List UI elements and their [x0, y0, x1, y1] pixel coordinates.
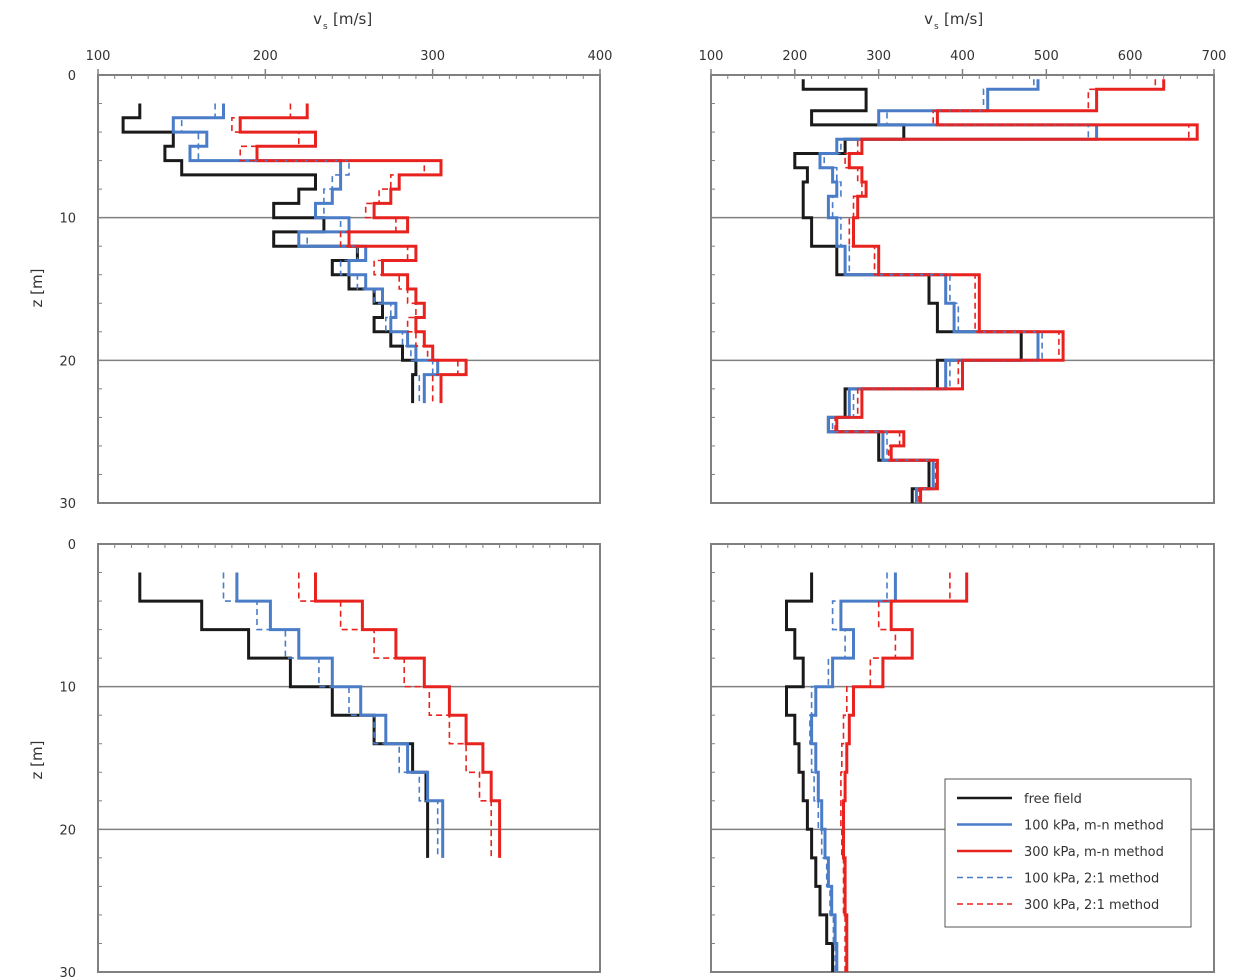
series-line-300-kpa-2-1-method: [298, 572, 492, 858]
x-tick-label: 200: [253, 49, 278, 64]
legend-box: [944, 778, 1192, 928]
series-line-300-kpa-m-n-method: [835, 79, 1199, 503]
x-tick-label: 600: [1118, 49, 1143, 64]
y-tick-label: 0: [68, 538, 76, 553]
series-line-100-kpa-m-n-method: [171, 103, 440, 404]
svg-text:v: v: [313, 10, 322, 28]
series-line-300-kpa-m-n-method: [238, 103, 468, 404]
series-line-free-field: [785, 572, 835, 972]
legend-label: 300 kPa, 2:1 method: [1024, 898, 1159, 913]
series-line-100-kpa-2-1-method: [222, 572, 439, 858]
z-axis-label-bottom: z [m]: [28, 741, 46, 780]
x-tick-label: 700: [1202, 49, 1227, 64]
legend: free field 100 kPa, m-n method 300 kPa, m-…: [944, 778, 1192, 928]
x-tick-label: 400: [950, 49, 975, 64]
y-tick-label: 20: [59, 354, 76, 369]
plot-frame: [97, 543, 601, 973]
svg-text:s: s: [323, 22, 328, 32]
series-line-300-kpa-2-1-method: [840, 572, 951, 972]
y-tick-label: 30: [59, 497, 76, 512]
svg-text:[m/s]: [m/s]: [944, 10, 983, 28]
series-line-300-kpa-2-1-method: [231, 103, 459, 404]
svg-text:v: v: [924, 10, 933, 28]
legend-label: free field: [1024, 792, 1082, 807]
series-line-100-kpa-2-1-method: [809, 572, 888, 972]
y-tick-label: 20: [59, 823, 76, 838]
x-tick-label: 400: [588, 49, 613, 64]
panel-top-left: 100 200 300 400 0 10 20 30: [59, 49, 612, 512]
x-tick-label: 300: [866, 49, 891, 64]
series-line-free-field: [793, 79, 1023, 503]
x-tick-label: 100: [86, 49, 111, 64]
top-right-axis-title: v s [m/s]: [924, 10, 983, 32]
svg-text:s: s: [934, 22, 939, 32]
panel-bottom-left: 0 10 20 30: [59, 538, 601, 978]
x-tick-label: 300: [420, 49, 445, 64]
series-line-300-kpa-2-1-method: [834, 79, 1190, 503]
series-line-100-kpa-2-1-method: [180, 103, 434, 404]
x-tick-label: 200: [782, 49, 807, 64]
y-tick-label: 10: [59, 681, 76, 696]
series-line-free-field: [121, 103, 418, 404]
y-tick-label: 10: [59, 212, 76, 227]
x-tick-label: 100: [699, 49, 724, 64]
x-tick-label: 500: [1034, 49, 1059, 64]
y-tick-label: 0: [68, 69, 76, 84]
legend-label: 300 kPa, m-n method: [1024, 845, 1164, 860]
svg-text:[m/s]: [m/s]: [333, 10, 372, 28]
top-left-axis-title: v s [m/s]: [313, 10, 372, 32]
series-line-100-kpa-m-n-method: [810, 572, 897, 972]
series-line-100-kpa-2-1-method: [823, 79, 1090, 503]
y-tick-label: 30: [59, 966, 76, 978]
series-line-300-kpa-m-n-method: [842, 572, 969, 972]
z-axis-label-top: z [m]: [28, 269, 46, 308]
legend-label: 100 kPa, m-n method: [1024, 819, 1164, 834]
panel-top-right: 100 200 300 400 500 600 700: [699, 49, 1227, 504]
legend-label: 100 kPa, 2:1 method: [1024, 872, 1159, 887]
